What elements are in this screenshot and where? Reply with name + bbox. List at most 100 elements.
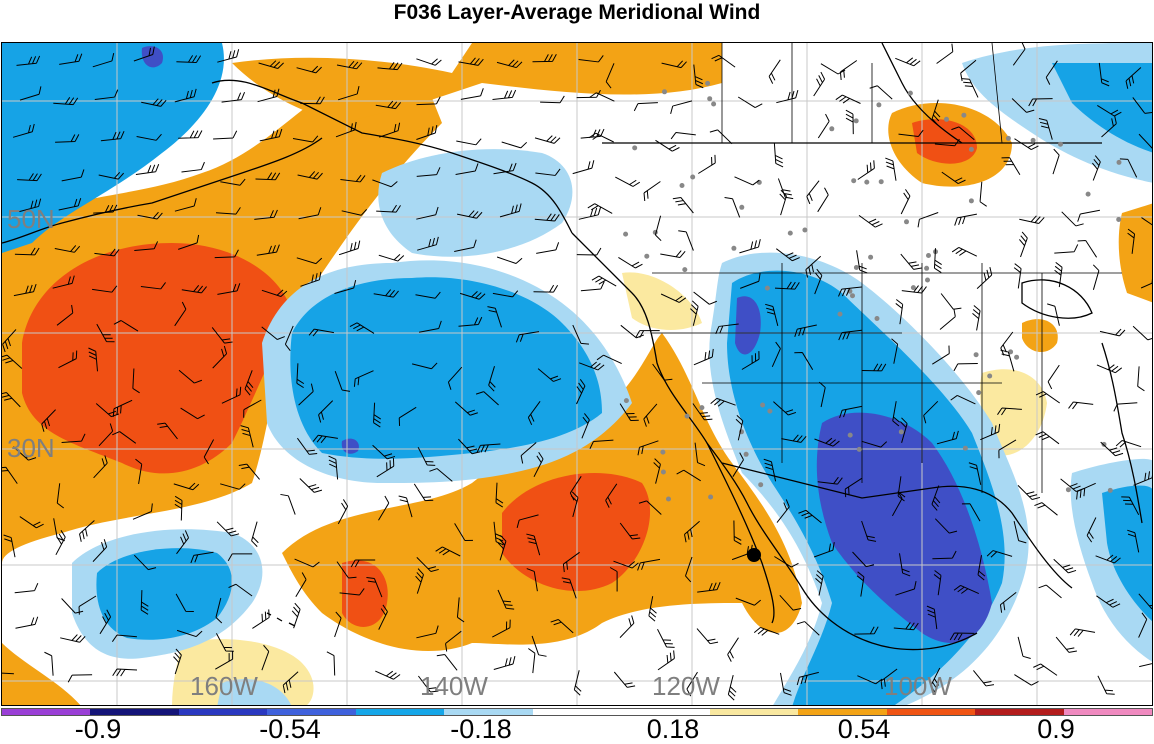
- wind-barb: [416, 206, 439, 220]
- wind-barb: [589, 92, 615, 102]
- wind-barb: [619, 403, 639, 422]
- map-canvas: [2, 43, 1152, 705]
- wind-barb: [296, 437, 318, 455]
- hudson-bay: [881, 43, 963, 144]
- wind-barb: [596, 354, 622, 365]
- station-dot: [1065, 487, 1071, 493]
- wind-barb: [2, 672, 14, 681]
- wind-barb: [92, 285, 118, 293]
- station-dot: [662, 89, 667, 95]
- wind-barb: [968, 462, 982, 485]
- wind-barb: [1017, 485, 1041, 501]
- wind-barb: [796, 621, 820, 636]
- station-dot: [660, 449, 666, 455]
- wind-barb: [292, 135, 319, 143]
- negative-anomaly-region: [141, 46, 163, 68]
- wind-barb: [458, 438, 481, 455]
- wind-barb: [58, 350, 78, 369]
- wind-barb: [531, 635, 547, 657]
- negative-anomaly-region: [96, 548, 232, 640]
- wind-barb: [296, 257, 323, 265]
- wind-barb: [534, 213, 560, 222]
- wind-barb: [308, 328, 334, 337]
- wind-barb: [1138, 612, 1148, 638]
- wind-barb: [445, 630, 462, 652]
- wind-barb: [436, 654, 458, 671]
- wind-barb: [1014, 674, 1039, 686]
- wind-barb: [891, 491, 903, 517]
- station-dot: [767, 408, 773, 414]
- wind-barb: [487, 306, 502, 328]
- wind-barb: [637, 440, 659, 456]
- wind-barb: [376, 204, 401, 213]
- station-dot: [926, 253, 931, 258]
- wind-barb: [576, 247, 602, 256]
- wind-barb: [459, 291, 486, 300]
- wind-barb: [56, 304, 74, 326]
- wind-barb: [693, 64, 704, 89]
- great-lakes: [1021, 279, 1093, 319]
- wind-barb: [175, 593, 194, 612]
- wind-barb: [1013, 520, 1027, 544]
- wind-barb: [137, 211, 163, 220]
- wind-barb: [534, 135, 561, 144]
- wind-barb: [1054, 261, 1063, 288]
- wind-barb: [132, 368, 140, 394]
- wind-barb: [1141, 217, 1152, 230]
- station-dot: [904, 219, 909, 225]
- wind-barb: [578, 55, 604, 63]
- wind-barb: [727, 674, 737, 701]
- negative-anomaly-region: [290, 277, 602, 459]
- station-dot: [829, 126, 835, 132]
- wind-barb: [59, 53, 83, 65]
- color-scale-segment: [798, 709, 887, 715]
- station-dot: [1085, 191, 1091, 197]
- wind-barb: [839, 405, 862, 419]
- wind-barb: [818, 381, 826, 408]
- wind-barb: [488, 366, 496, 392]
- wind-barb: [456, 210, 483, 219]
- station-dot: [898, 429, 904, 435]
- wind-barb: [533, 451, 544, 478]
- wind-barb: [1098, 62, 1110, 87]
- latitude-label-50n: 50N: [7, 204, 55, 234]
- color-scale-segment: [709, 709, 799, 715]
- wind-barb: [933, 248, 942, 273]
- wind-barb: [857, 675, 883, 685]
- station-dot: [876, 102, 882, 108]
- wind-barb: [41, 409, 56, 432]
- wind-barb: [378, 253, 405, 262]
- wind-barb: [1125, 67, 1142, 89]
- wind-barb: [932, 550, 957, 560]
- wind-barb: [67, 674, 93, 683]
- wind-barb: [61, 433, 86, 443]
- wind-barb: [779, 189, 787, 216]
- positive-anomaly-region: [912, 119, 977, 164]
- wind-barb: [417, 236, 439, 251]
- color-scale-segment: [355, 709, 445, 715]
- wind-barb: [950, 394, 976, 405]
- wind-barb: [435, 546, 461, 557]
- station-dot: [987, 373, 993, 379]
- wind-barb: [951, 246, 978, 257]
- wind-barb: [619, 615, 635, 638]
- wind-barb: [779, 594, 802, 611]
- wind-barb: [936, 430, 959, 445]
- station-dot: [731, 245, 737, 251]
- station-dot: [968, 146, 974, 152]
- wind-barb: [1038, 584, 1062, 599]
- wind-barb: [917, 212, 939, 228]
- wind-barb: [690, 300, 699, 326]
- wind-barb: [259, 128, 283, 142]
- wind-barb: [398, 406, 417, 426]
- station-dot: [924, 265, 930, 271]
- alaska-coastline: [211, 79, 573, 234]
- color-scale-segment: [2, 709, 91, 715]
- wind-barb: [92, 539, 108, 562]
- wind-barb: [670, 131, 696, 140]
- wind-barb: [898, 129, 924, 138]
- wind-barb: [174, 495, 183, 521]
- station-dot: [739, 204, 745, 210]
- wind-barb: [780, 672, 792, 696]
- wind-barb: [960, 59, 977, 82]
